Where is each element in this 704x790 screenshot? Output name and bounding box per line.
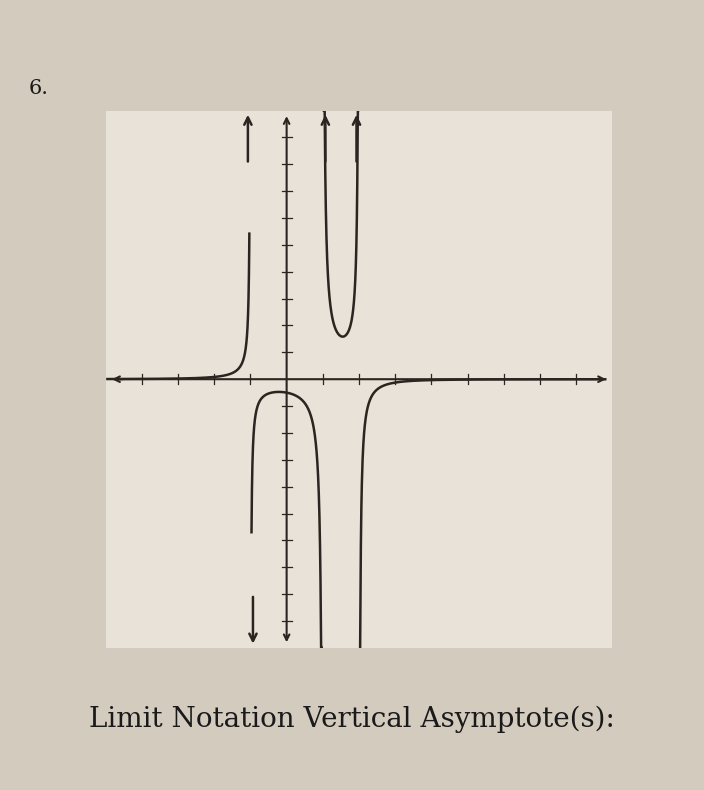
Text: Limit Notation Vertical Asymptote(s):: Limit Notation Vertical Asymptote(s): [89, 705, 615, 732]
Text: 6.: 6. [28, 79, 48, 98]
